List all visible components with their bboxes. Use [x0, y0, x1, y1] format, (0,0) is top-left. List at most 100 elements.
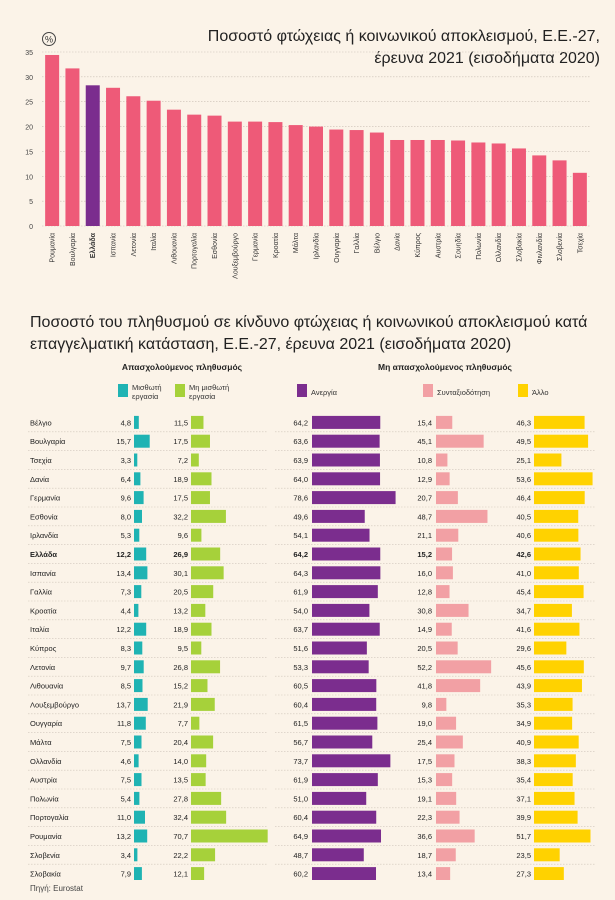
bar-Συνταξιοδότηση — [436, 679, 481, 693]
bar-Ανεργία — [312, 829, 382, 843]
bar-Ανεργία — [312, 660, 369, 674]
bar-Μισθωτή εργασία — [134, 603, 139, 617]
group-header-not-employed: Μη απασχολούμενος πληθυσμός — [378, 362, 513, 372]
value-label: 38,3 — [516, 757, 531, 766]
bar-Άλλο — [534, 472, 593, 486]
row-Λουξεμβούργο: Λουξεμβούργο 13,7 21,9 60,4 9,8 35,3 — [28, 697, 596, 715]
value-label: 64,2 — [293, 550, 308, 559]
bar-Συνταξιοδότηση — [436, 791, 457, 805]
bar-Μισθωτή εργασία — [134, 716, 146, 730]
value-label: 49,5 — [516, 437, 531, 446]
value-label: 52,2 — [417, 663, 432, 672]
value-label: 51,0 — [293, 794, 308, 803]
bar-Άλλο — [534, 735, 579, 749]
value-label: 51,7 — [516, 832, 531, 841]
bar-Λιθουανία — [166, 109, 181, 226]
value-label: 63,7 — [293, 625, 308, 634]
bar-Μη μισθωτή εργασία — [191, 472, 212, 486]
value-label: 14,0 — [173, 757, 188, 766]
value-label: 18,9 — [173, 625, 188, 634]
x-tick-label: Γαλλία — [353, 233, 361, 254]
bar-Μισθωτή εργασία — [134, 810, 145, 824]
bar-Μισθωτή εργασία — [134, 585, 142, 599]
bar-Αυστρία — [430, 139, 445, 226]
bar-Ολλανδία — [491, 143, 506, 226]
value-label: 21,1 — [417, 531, 432, 540]
value-label: 8,3 — [121, 644, 131, 653]
legend-label: εργασία — [189, 392, 216, 401]
bar-Ελλάδα — [85, 85, 100, 227]
value-label: 30,1 — [173, 569, 188, 578]
row-Ισπανία: Ισπανία 13,4 30,1 64,3 16,0 41,0 — [28, 566, 596, 583]
value-label: 41,6 — [516, 625, 531, 634]
value-label: 4,4 — [121, 606, 131, 615]
bar-Ανεργία — [312, 491, 396, 505]
bar-Μη μισθωτή εργασία — [191, 453, 199, 467]
bar-Μη μισθωτή εργασία — [191, 566, 224, 580]
bar-Άλλο — [534, 697, 573, 711]
value-label: 46,3 — [516, 418, 531, 427]
bar-Ανεργία — [312, 603, 370, 617]
bar-Μισθωτή εργασία — [134, 528, 140, 542]
bar-Συνταξιοδότηση — [436, 641, 458, 655]
bar-Μισθωτή εργασία — [134, 566, 148, 580]
legend-swatch — [423, 384, 433, 397]
bar-Σλοβενία — [552, 160, 567, 226]
value-label: 64,0 — [293, 475, 308, 484]
value-label: 56,7 — [293, 738, 308, 747]
country-label: Πορτογαλία — [30, 813, 69, 822]
bar-Δανία — [390, 139, 405, 226]
row-Τσεχία: Τσεχία 3,3 7,2 63,9 10,8 25,1 — [28, 453, 596, 470]
bar-Συνταξιοδότηση — [436, 528, 459, 542]
bar-Μισθωτή εργασία — [134, 453, 138, 467]
bar-Μισθωτή εργασία — [134, 547, 147, 561]
y-tick-label: 35 — [25, 50, 33, 57]
bar-Μισθωτή εργασία — [134, 848, 138, 862]
value-label: 49,6 — [293, 512, 308, 521]
bar-Ανεργία — [312, 679, 377, 693]
value-label: 29,6 — [516, 644, 531, 653]
country-label: Σλοβενία — [30, 851, 61, 860]
bar-Σουηδία — [451, 140, 466, 226]
row-Σλοβακία: Σλοβακία 7,9 12,1 60,2 13,4 27,3 — [30, 867, 564, 880]
value-label: 11,5 — [174, 418, 188, 427]
bar-Συνταξιοδότηση — [436, 472, 450, 486]
bar-Άλλο — [534, 528, 579, 542]
bar-Μη μισθωτή εργασία — [191, 829, 268, 843]
bar-Μισθωτή εργασία — [134, 641, 143, 655]
value-label: 54,0 — [293, 606, 308, 615]
value-label: 43,9 — [516, 682, 531, 691]
bar-Ανεργία — [312, 848, 364, 862]
bar-Μισθωτή εργασία — [134, 697, 148, 711]
bar-Άλλο — [534, 603, 572, 617]
row-Ελλάδα: Ελλάδα 12,2 26,9 64,2 15,2 42,6 — [28, 547, 596, 564]
value-label: 45,1 — [417, 437, 432, 446]
legend-swatch — [118, 384, 128, 397]
value-label: 14,9 — [417, 625, 432, 634]
value-label: 7,3 — [121, 588, 131, 597]
bar-Άλλο — [534, 509, 579, 523]
value-label: 11,0 — [117, 813, 131, 822]
value-label: 7,9 — [121, 870, 131, 879]
value-label: 12,1 — [173, 870, 188, 879]
row-Ιταλία: Ιταλία 12,2 18,9 63,7 14,9 41,6 — [28, 622, 596, 639]
bar-Άλλο — [534, 453, 562, 467]
country-label: Μάλτα — [30, 738, 52, 747]
bar-chart: % 0 5 10 15 20 25 30 35 Ρουμανία Βουλγαρία Ελλάδα Ισ… — [25, 32, 590, 279]
bar-Άλλο — [534, 585, 584, 599]
value-label: 8,5 — [121, 682, 131, 691]
bar-Μισθωτή εργασία — [134, 829, 148, 843]
bar-Άλλο — [534, 415, 585, 429]
x-tick-label: Σουηδία — [455, 233, 463, 258]
country-label: Λετονία — [30, 663, 56, 672]
country-label: Λουξεμβούργο — [30, 700, 79, 709]
value-label: 26,9 — [173, 550, 188, 559]
bar-Μη μισθωτή εργασία — [191, 735, 214, 749]
x-tick-label: Βουλγαρία — [69, 233, 77, 266]
value-label: 45,4 — [516, 588, 531, 597]
row-Δανία: Δανία 6,4 18,9 64,0 12,9 53,6 — [28, 472, 596, 489]
value-label: 34,7 — [516, 606, 531, 615]
bar-Άλλο — [534, 867, 564, 880]
bar-Μη μισθωτή εργασία — [191, 773, 206, 787]
value-label: 10,8 — [417, 456, 432, 465]
